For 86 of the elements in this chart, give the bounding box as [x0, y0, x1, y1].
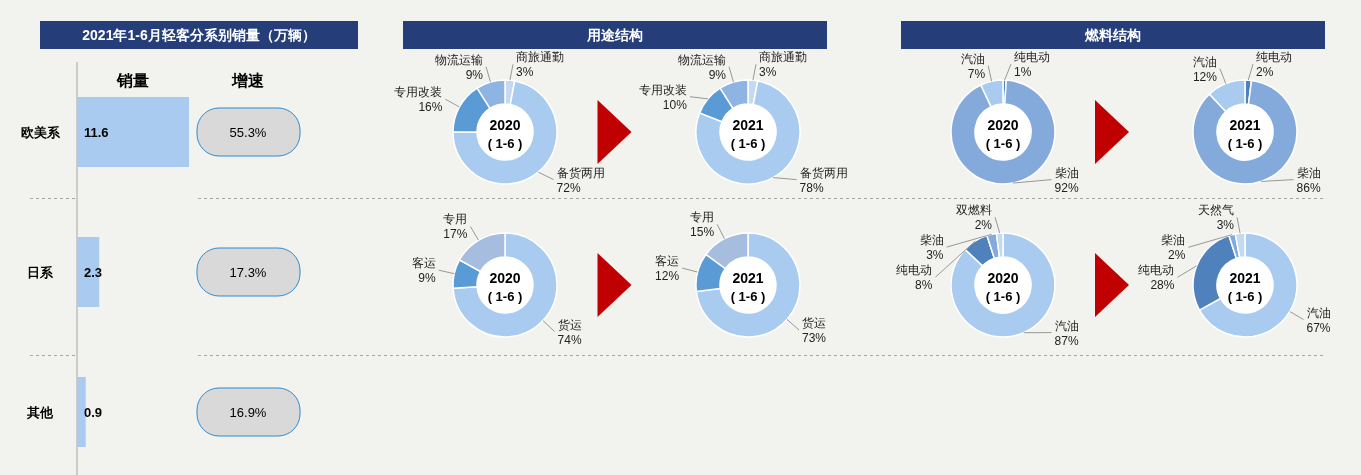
data-label: 10%: [662, 97, 688, 112]
data-label: 16%: [418, 100, 443, 115]
slice-label: 客运: [411, 256, 436, 271]
slice-label: 货运: [557, 317, 582, 332]
data-label: 73%: [802, 330, 827, 345]
text: ( 1-6 ): [985, 289, 1021, 304]
slice-label: 客运: [655, 254, 680, 269]
slice-label: 物流运输: [678, 52, 727, 67]
text: 2020: [489, 117, 521, 133]
data-label: 8%: [915, 278, 933, 293]
data-label: 67%: [1306, 320, 1331, 335]
text: 2021: [1229, 117, 1261, 133]
text: 燃料结构: [1084, 27, 1141, 43]
slice-label: 纯电动: [1014, 50, 1050, 65]
slice-label: 货运: [802, 315, 827, 330]
data-label: 3%: [926, 248, 944, 263]
data-label: 15%: [690, 225, 715, 240]
slice-label: 物流运输: [435, 52, 484, 67]
slice-label: 汽油: [1306, 305, 1331, 320]
slice-label: 汽油: [961, 51, 986, 66]
slice-label: 天然气: [1198, 203, 1234, 218]
text: ( 1-6 ): [1227, 289, 1263, 304]
text: 2020: [489, 270, 521, 286]
data-label: 12%: [1192, 69, 1218, 84]
data-label: 2%: [1168, 248, 1186, 263]
slice-label: 商旅通勤: [759, 50, 807, 65]
text: 16.9%: [229, 405, 267, 420]
data-label: 2.3: [84, 265, 103, 280]
data-label: 2%: [974, 218, 993, 233]
text: 2021: [732, 270, 764, 286]
data-label: 86%: [1296, 180, 1321, 195]
text: ( 1-6 ): [487, 289, 523, 304]
data-label: 9%: [708, 67, 727, 82]
data-label: 72%: [556, 180, 581, 195]
data-label: 87%: [1054, 333, 1079, 348]
data-label: 3%: [1216, 218, 1235, 233]
y-tick-label: 欧美系: [20, 125, 61, 140]
slice-label: 备货两用: [556, 165, 605, 180]
data-label: 7%: [967, 66, 986, 81]
data-label: 3%: [516, 65, 534, 80]
slice-label: 专用改装: [638, 82, 687, 97]
slice-label: 商旅通勤: [516, 50, 564, 65]
text: ( 1-6 ): [985, 136, 1021, 151]
data-label: 92%: [1054, 180, 1079, 195]
slice-label: 柴油: [1054, 165, 1079, 180]
data-label: 78%: [799, 180, 824, 195]
text: 55.3%: [229, 125, 267, 140]
text: ( 1-6 ): [1227, 136, 1263, 151]
slice-label: 专用: [443, 212, 468, 227]
data-label: 28%: [1150, 278, 1175, 293]
data-label: 11.6: [84, 125, 109, 140]
data-label: 9%: [465, 67, 484, 82]
data-label: 1%: [1014, 65, 1032, 80]
data-label: 0.9: [84, 405, 103, 420]
slice-label: 双燃料: [956, 203, 992, 218]
text: 2021: [1229, 270, 1261, 286]
text: 增速: [231, 72, 265, 89]
y-tick-label: 其他: [26, 405, 54, 420]
text: 2020: [987, 270, 1019, 286]
text: ( 1-6 ): [487, 136, 523, 151]
slice-label: 纯电动: [896, 263, 933, 278]
slice-label: 柴油: [919, 233, 944, 248]
data-label: 9%: [418, 271, 436, 286]
slice-label: 汽油: [1192, 54, 1217, 69]
x-axis-title: 销量: [116, 72, 149, 89]
data-label: 17%: [443, 227, 468, 242]
slice-label: 专用改装: [394, 85, 443, 100]
slice-label: 柴油: [1161, 233, 1186, 248]
data-label: 2%: [1256, 65, 1274, 80]
text: ( 1-6 ): [730, 136, 766, 151]
slice-label: 纯电动: [1256, 50, 1292, 65]
chart-title: 2021年1-6月轻客分系别销量（万辆）: [82, 27, 316, 43]
y-tick-label: 日系: [27, 265, 54, 280]
slice-label: 纯电动: [1138, 263, 1175, 278]
text: 用途结构: [586, 27, 643, 43]
data-label: 3%: [759, 65, 777, 80]
text: 17.3%: [229, 265, 267, 280]
data-label: 12%: [655, 269, 680, 284]
slice-label: 柴油: [1296, 165, 1321, 180]
data-label: 74%: [557, 332, 582, 347]
text: 2020: [987, 117, 1019, 133]
slice-label: 汽油: [1054, 318, 1079, 333]
text: ( 1-6 ): [730, 289, 766, 304]
text: 2021: [732, 117, 764, 133]
slice-label: 备货两用: [799, 165, 848, 180]
slice-label: 专用: [690, 210, 715, 225]
